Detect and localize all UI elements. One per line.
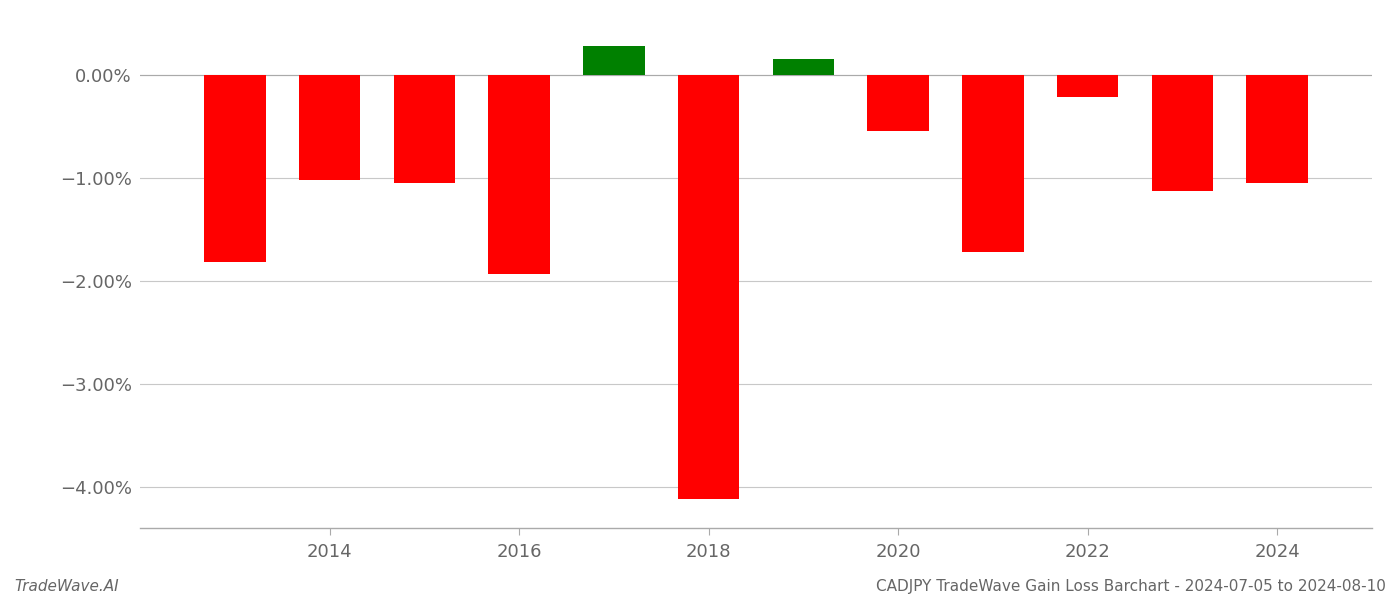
Bar: [868, 74, 930, 131]
Bar: [1057, 74, 1119, 97]
Bar: [298, 74, 360, 180]
Bar: [1152, 74, 1214, 191]
Bar: [489, 74, 550, 274]
Text: TradeWave.AI: TradeWave.AI: [14, 579, 119, 594]
Bar: [678, 74, 739, 499]
Bar: [1246, 74, 1308, 183]
Text: CADJPY TradeWave Gain Loss Barchart - 2024-07-05 to 2024-08-10: CADJPY TradeWave Gain Loss Barchart - 20…: [876, 579, 1386, 594]
Bar: [962, 74, 1023, 252]
Bar: [393, 74, 455, 183]
Bar: [773, 59, 834, 74]
Bar: [204, 74, 266, 262]
Bar: [582, 46, 644, 74]
